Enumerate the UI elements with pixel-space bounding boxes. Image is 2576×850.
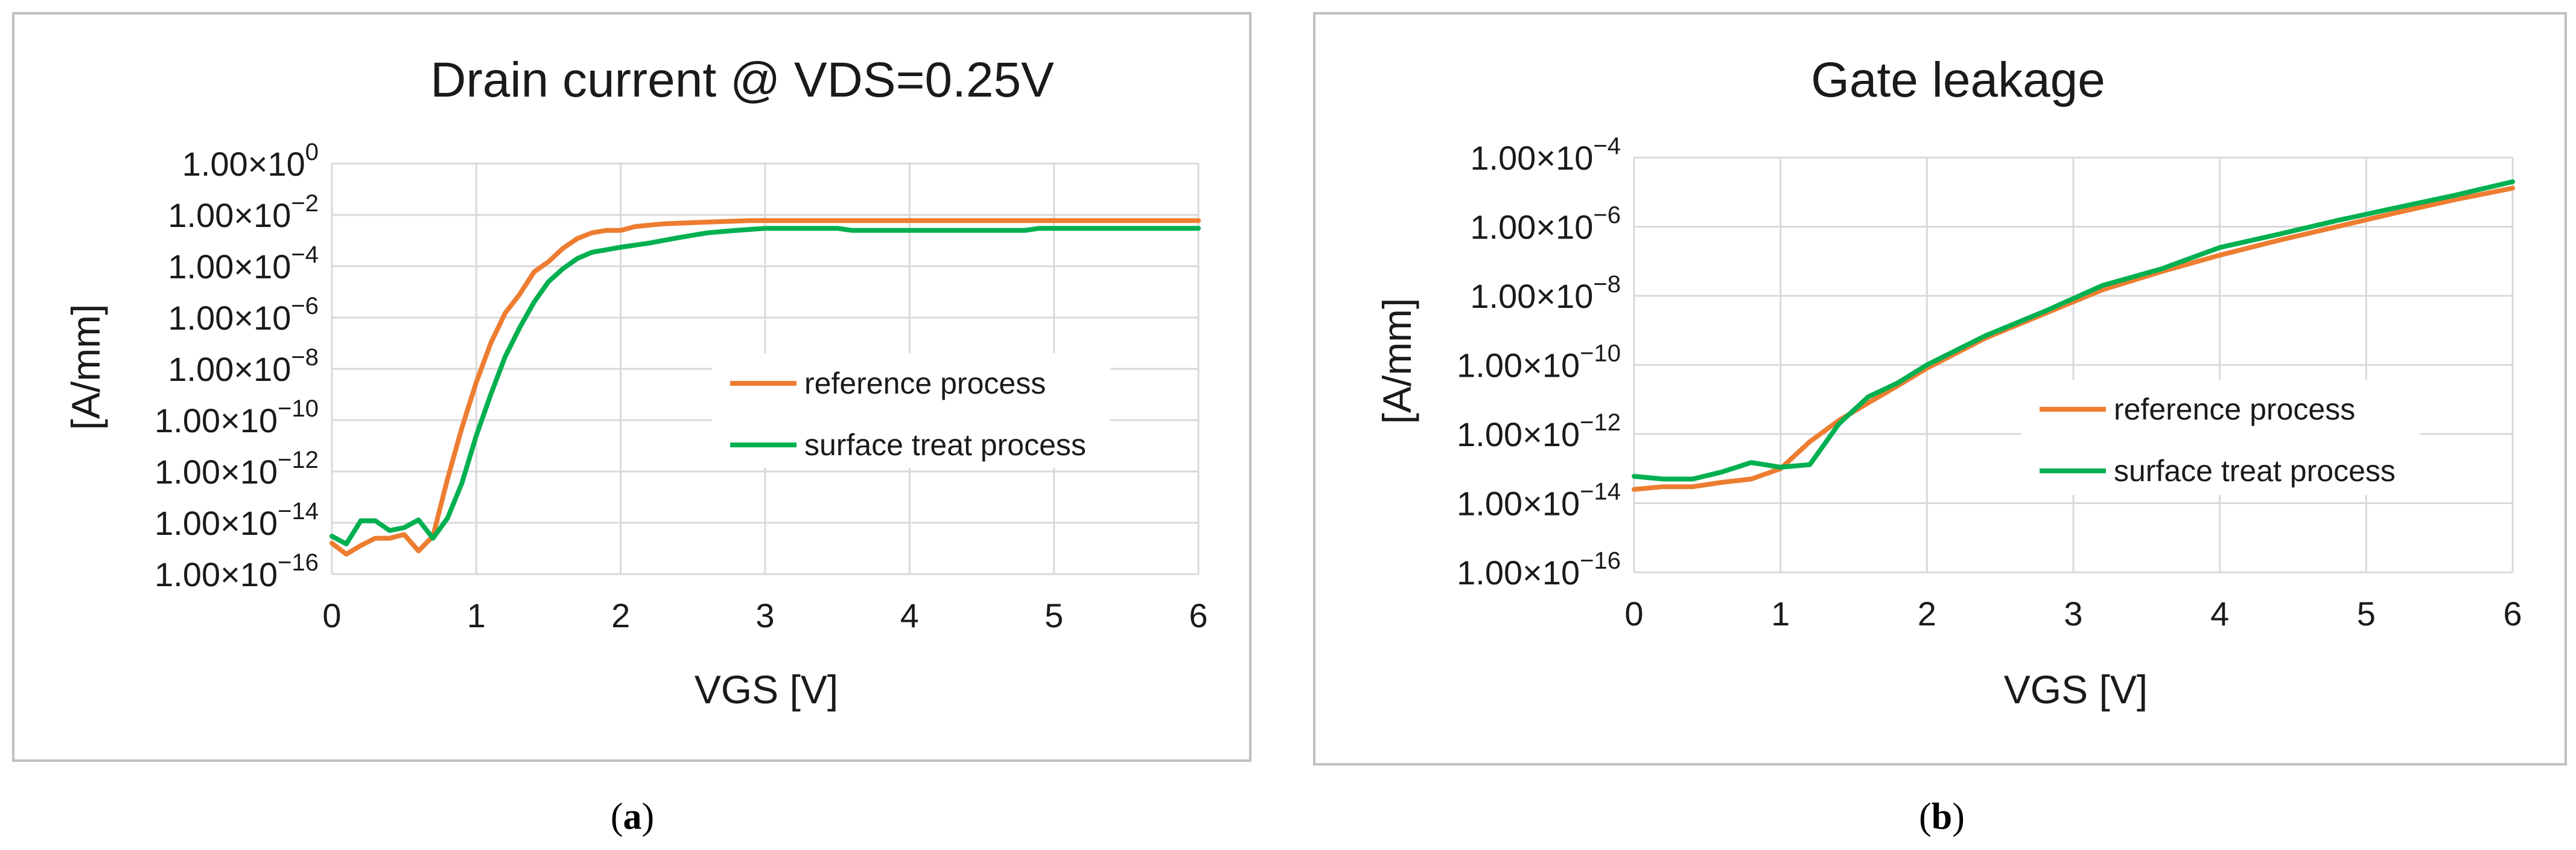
panel-b-y-tick-labels: 1.00×10−4 1.00×10−6 1.00×10−8 1.00×10−10 1.0… [1457,133,1621,592]
panel-a-series [329,218,1201,557]
panel-a-x-axis-label: VGS [V] [695,667,838,712]
panel-b-legend: reference process surface treat process [2021,380,2420,495]
panel-b-x-tick-label: 2 [1918,595,1936,633]
panel-b-y-tick-label: 1.00×10−16 [1457,548,1621,592]
panel-b-x-tick-label: 5 [2357,595,2376,633]
panel-a-legend: reference process surface treat process [712,353,1110,468]
panel-a-x-tick-label: 3 [755,596,774,634]
panel-b-x-tick-label: 4 [2210,595,2229,633]
panel-a-x-tick-label: 2 [611,596,630,634]
panel-b-series-surface-line [1632,179,2515,482]
panel-b-y-tick-label: 1.00×10−6 [1470,202,1621,246]
panel-a-x-tick-label: 4 [900,596,919,634]
panel-a-y-tick-label: 1.00×10−2 [168,190,319,234]
panel-a-x-tick-labels: 0 1 2 3 4 5 6 [322,596,1207,634]
panel-a-x-tick-label: 5 [1045,596,1063,634]
panel-a-y-tick-label: 1.00×10−16 [154,549,319,593]
panel-b-y-tick-label: 1.00×10−8 [1470,271,1621,315]
panel-a-y-tick-label: 1.00×10−14 [154,498,319,542]
panel-a-y-axis-label: [A/mm] [63,304,108,430]
panel-b-legend-label-surface: surface treat process [2114,454,2396,488]
panel-a-x-tick-label: 6 [1189,596,1207,634]
panel-b: Gate leakage 1.00×10−4 1.00×10−6 1.00×10−8… [1313,12,2567,765]
panel-a: Drain current @ VDS=0.25V 1.00×1001.00×1… [12,12,1251,762]
panel-b-x-axis-label: VGS [V] [2004,667,2148,712]
panel-b-legend-box [2021,380,2420,495]
panel-b-x-tick-label: 3 [2064,595,2082,633]
panel-b-title: Gate leakage [1811,53,2105,107]
panel-a-x-tick-label: 1 [467,596,486,634]
panel-a-legend-label-surface: surface treat process [804,428,1086,462]
panel-b-x-tick-label: 6 [2503,595,2522,633]
panel-a-legend-label-reference: reference process [804,366,1046,400]
panel-a-series-surface-line [329,226,1201,546]
panel-a-caption-letter: a [623,796,642,837]
panel-b-caption: (b) [1919,796,1965,837]
panel-b-caption-letter: b [1932,796,1952,837]
panel-a-series-reference-line [329,218,1201,557]
panel-b-y-tick-label: 1.00×10−10 [1457,340,1621,385]
panel-a-legend-box [712,353,1110,468]
panel-a-y-tick-label: 1.00×10−10 [154,395,319,439]
panel-b-y-tick-label: 1.00×10−12 [1457,409,1621,453]
panel-a-y-tick-labels: 1.00×100 1.00×10−2 1.00×10−4 1.00×10−6 1.00×… [154,139,319,593]
panel-b-x-tick-label: 1 [1771,595,1790,633]
panel-b-grid [1633,156,2514,574]
panel-b-series [1632,179,2515,492]
panel-a-x-tick-label: 0 [322,596,341,634]
panel-b-legend-label-reference: reference process [2114,392,2355,426]
panel-a-title: Drain current @ VDS=0.25V [430,53,1054,107]
panel-b-series-reference-line [1632,185,2515,492]
panel-a-y-tick-label: 1.00×10−6 [168,293,319,337]
panel-a-y-tick-label: 1.00×10−12 [154,447,319,491]
panel-b-y-tick-label: 1.00×10−4 [1470,133,1621,177]
panel-b-y-tick-label: 1.00×10−14 [1457,479,1621,523]
panel-a-y-tick-label: 1.00×10−8 [168,344,319,388]
panel-a-caption: (a) [611,796,654,837]
panel-a-y-tick-label: 1.00×100 [182,139,319,183]
panel-a-y-tick-label: 1.00×10−4 [168,241,319,286]
panel-b-x-tick-labels: 0 1 2 3 4 5 6 [1624,595,2522,633]
panel-b-x-tick-label: 0 [1624,595,1643,633]
panel-b-y-axis-label: [A/mm] [1375,298,1419,424]
